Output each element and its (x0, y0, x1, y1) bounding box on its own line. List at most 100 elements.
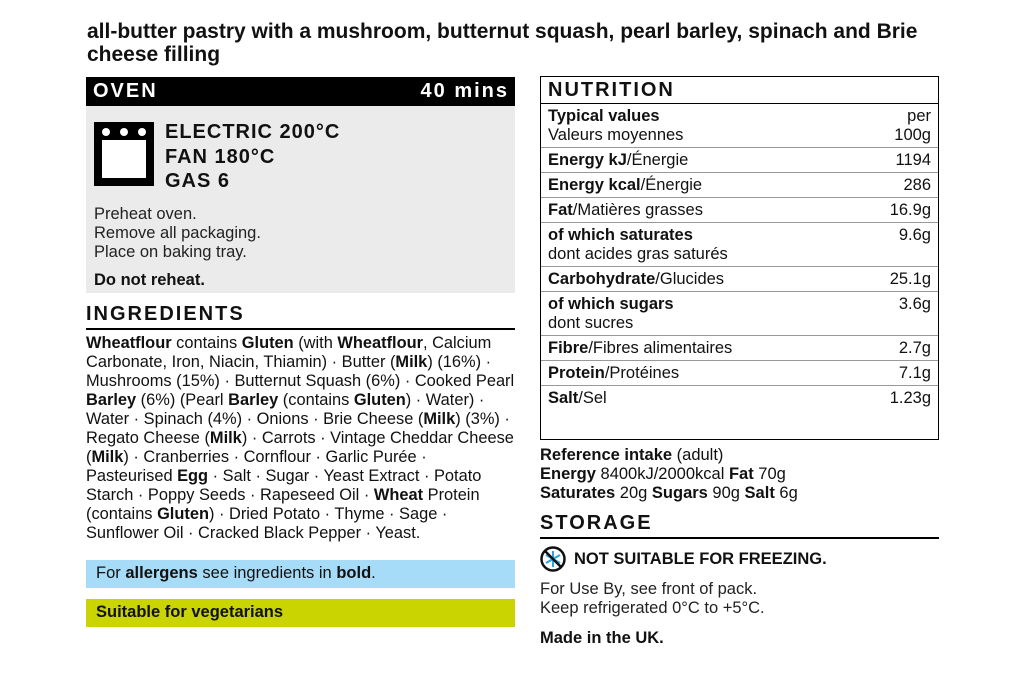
ref-text: 8400kJ/2000kcal (595, 465, 729, 483)
allergen-text: . (371, 564, 376, 582)
nutrient-name-fr: /Sel (578, 389, 607, 407)
nutrition-row: Fat/Matières grasses 16.9g (541, 198, 938, 223)
ref-text: (adult) (672, 446, 724, 464)
right-column: NUTRITION Typical values Valeurs moyennes… (540, 76, 939, 648)
nutrient-sub: Valeurs moyennes (548, 126, 684, 144)
nutrient-value: 286 (903, 176, 931, 194)
allergen-text: For (96, 564, 126, 582)
electric-temp: ELECTRIC 200°C (165, 121, 341, 143)
nutrient-value: 1.23g (889, 389, 931, 407)
nutrient-value: 2.7g (898, 339, 931, 357)
allergen-ingredient: Milk (91, 448, 124, 466)
allergen-ingredient: Wheat (373, 486, 424, 504)
allergen-ingredient: Milk (423, 410, 456, 428)
nutrient-name: Salt (548, 389, 579, 407)
ingredients-heading: INGREDIENTS (86, 303, 515, 330)
ingredient-text: ) · Water) · Water · Spinach (4%) · Onio… (86, 391, 485, 428)
ref-text: 6g (774, 484, 798, 502)
nutrient-value: 16.9g (889, 201, 931, 219)
vegetarian-badge: Suitable for vegetarians (86, 599, 515, 627)
nutrition-row: Fibre/Fibres alimentaires 2.7g (541, 336, 938, 361)
gas-mark: GAS 6 (165, 170, 231, 192)
ingredient-text: Protein (contains (86, 486, 480, 523)
nutrition-row: Protein/Protéines 7.1g (541, 361, 938, 386)
oven-icon (94, 122, 154, 186)
nutrition-row: Typical values Valeurs moyennes per 100g (541, 104, 938, 148)
nutrition-row: of which sugars dont sucres 3.6g (541, 292, 938, 336)
nutrition-heading: NUTRITION (541, 77, 938, 104)
fan-temp: FAN 180°C (165, 145, 276, 168)
nutrition-table: NUTRITION Typical values Valeurs moyennes… (540, 76, 939, 440)
nutrient-name: Carbohydrate (548, 270, 656, 288)
oven-step: Preheat oven. (94, 204, 197, 223)
ref-text: Fat (728, 465, 754, 483)
oven-label: OVEN (93, 80, 158, 102)
ingredient-text: , Calcium Carbonate, Iron, Niacin, Thiam… (86, 334, 492, 371)
oven-time: 40 mins (420, 80, 509, 102)
nutrient-value: 100g (894, 126, 931, 144)
ingredient-text: (with (293, 334, 338, 352)
ingredient-text: · Salt · Sugar · Yeast Extract · Potato … (86, 467, 482, 504)
nutrient-name: Typical values (548, 107, 660, 125)
refrigeration-note: Keep refrigerated 0°C to +5°C. (540, 599, 765, 617)
oven-instructions: ELECTRIC 200°C FAN 180°C GAS 6 Preheat o… (86, 106, 515, 293)
allergen-ingredient: Gluten (241, 334, 294, 352)
ref-text: Sugars (651, 484, 708, 502)
ref-text: Saturates (540, 484, 616, 502)
product-description: all-butter pastry with a mushroom, butte… (87, 20, 918, 66)
allergen-text: bold (336, 564, 372, 582)
ingredient-text: ) (16%) · Mushrooms (15%) · Butternut Sq… (86, 353, 515, 390)
freezing-text: NOT SUITABLE FOR FREEZING. (574, 549, 827, 568)
nutrient-name-fr: /Glucides (655, 270, 725, 288)
freezing-warning: NOT SUITABLE FOR FREEZING. (540, 546, 939, 572)
nutrient-name: Fibre (548, 339, 589, 357)
nutrient-name: Protein (548, 364, 605, 382)
nutrient-name: of which saturates (548, 226, 693, 244)
ingredient-text: ) · Carrots · Vintage Cheddar Cheese ( (86, 429, 514, 466)
nutrient-value: 9.6g (898, 226, 931, 244)
nutrient-sub: dont acides gras saturés (548, 245, 728, 263)
ingredient-text: contains (171, 334, 242, 352)
allergen-ingredient: Wheatflour (86, 334, 172, 352)
ingredient-text: ) · Dried Potato · Thyme · Sage · Sunflo… (86, 505, 448, 542)
left-column: OVEN 40 mins ELECTRIC 200°C FAN 180°C GA… (86, 77, 515, 627)
nutrition-row: Salt/Sel 1.23g (541, 386, 938, 410)
ref-text: Salt (744, 484, 775, 502)
allergen-ingredient: Barley (228, 391, 279, 409)
allergen-ingredient: Gluten (157, 505, 209, 523)
nutrient-name-fr: /Fibres alimentaires (588, 339, 733, 357)
reheat-warning: Do not reheat. (94, 270, 205, 289)
allergen-ingredient: Egg (177, 467, 209, 485)
ingredient-text: ) · Cranberries · Cornflour · Garlic Pur… (86, 448, 427, 485)
nutrient-value: 3.6g (898, 295, 931, 313)
nutrient-name: Energy kcal (548, 176, 641, 194)
allergen-text: allergens (125, 564, 198, 582)
ref-text: Energy (540, 465, 596, 483)
storage-heading: STORAGE (540, 512, 939, 539)
nutrient-value: 1194 (895, 151, 931, 169)
nutrient-name: Energy kJ (548, 151, 627, 169)
allergen-ingredient: Gluten (353, 391, 406, 409)
nutrition-row: of which saturates dont acides gras satur… (541, 223, 938, 267)
nutrient-value: 7.1g (898, 364, 931, 382)
nutrient-name-fr: /Matières grasses (572, 201, 703, 219)
nutrient-name: of which sugars (548, 295, 674, 313)
oven-header: OVEN 40 mins (86, 77, 515, 106)
ref-text: Reference intake (540, 446, 673, 464)
nutrition-row: Carbohydrate/Glucides 25.1g (541, 267, 938, 292)
nutrient-sub: dont sucres (548, 314, 634, 332)
allergen-ingredient: Milk (395, 353, 428, 371)
oven-step: Place on baking tray. (94, 242, 247, 261)
nutrient-name: Fat (548, 201, 573, 219)
ref-text: 20g (615, 484, 652, 502)
origin: Made in the UK. (540, 629, 664, 647)
allergen-text: see ingredients in (197, 564, 337, 582)
ref-text: 90g (707, 484, 745, 502)
nutrition-row: Energy kcal/Énergie 286 (541, 173, 938, 198)
oven-step: Remove all packaging. (94, 223, 261, 242)
not-for-freezing-icon (540, 546, 566, 572)
nutrient-name-fr: /Énergie (640, 176, 703, 194)
nutrient-name-fr: /Protéines (604, 364, 680, 382)
allergen-ingredient: Milk (209, 429, 242, 447)
nutrition-row: Energy kJ/Énergie 1194 (541, 148, 938, 173)
